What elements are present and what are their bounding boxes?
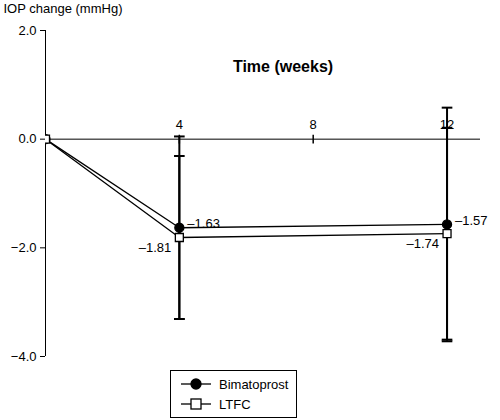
svg-text:–1.57: –1.57 (455, 213, 488, 228)
svg-text:–1.74: –1.74 (406, 236, 439, 251)
html-text:Bimatoprost: Bimatoprost (219, 376, 289, 392)
svg-text:2.0: 2.0 (18, 23, 36, 38)
svg-text:–1.81: –1.81 (139, 240, 172, 255)
html-text:LTFC: LTFC (219, 396, 251, 412)
svg-text:4: 4 (176, 117, 183, 132)
svg-text:−2.0: −2.0 (11, 240, 37, 255)
svg-text:8: 8 (310, 117, 317, 132)
svg-text:Time (weeks): Time (weeks) (233, 58, 333, 75)
svg-text:12: 12 (439, 117, 455, 133)
svg-text:0.0: 0.0 (18, 131, 36, 146)
svg-text:–1.63: –1.63 (187, 216, 220, 231)
svg-text:−4.0: −4.0 (11, 349, 37, 364)
svg-text:IOP change (mmHg): IOP change (mmHg) (4, 1, 123, 16)
